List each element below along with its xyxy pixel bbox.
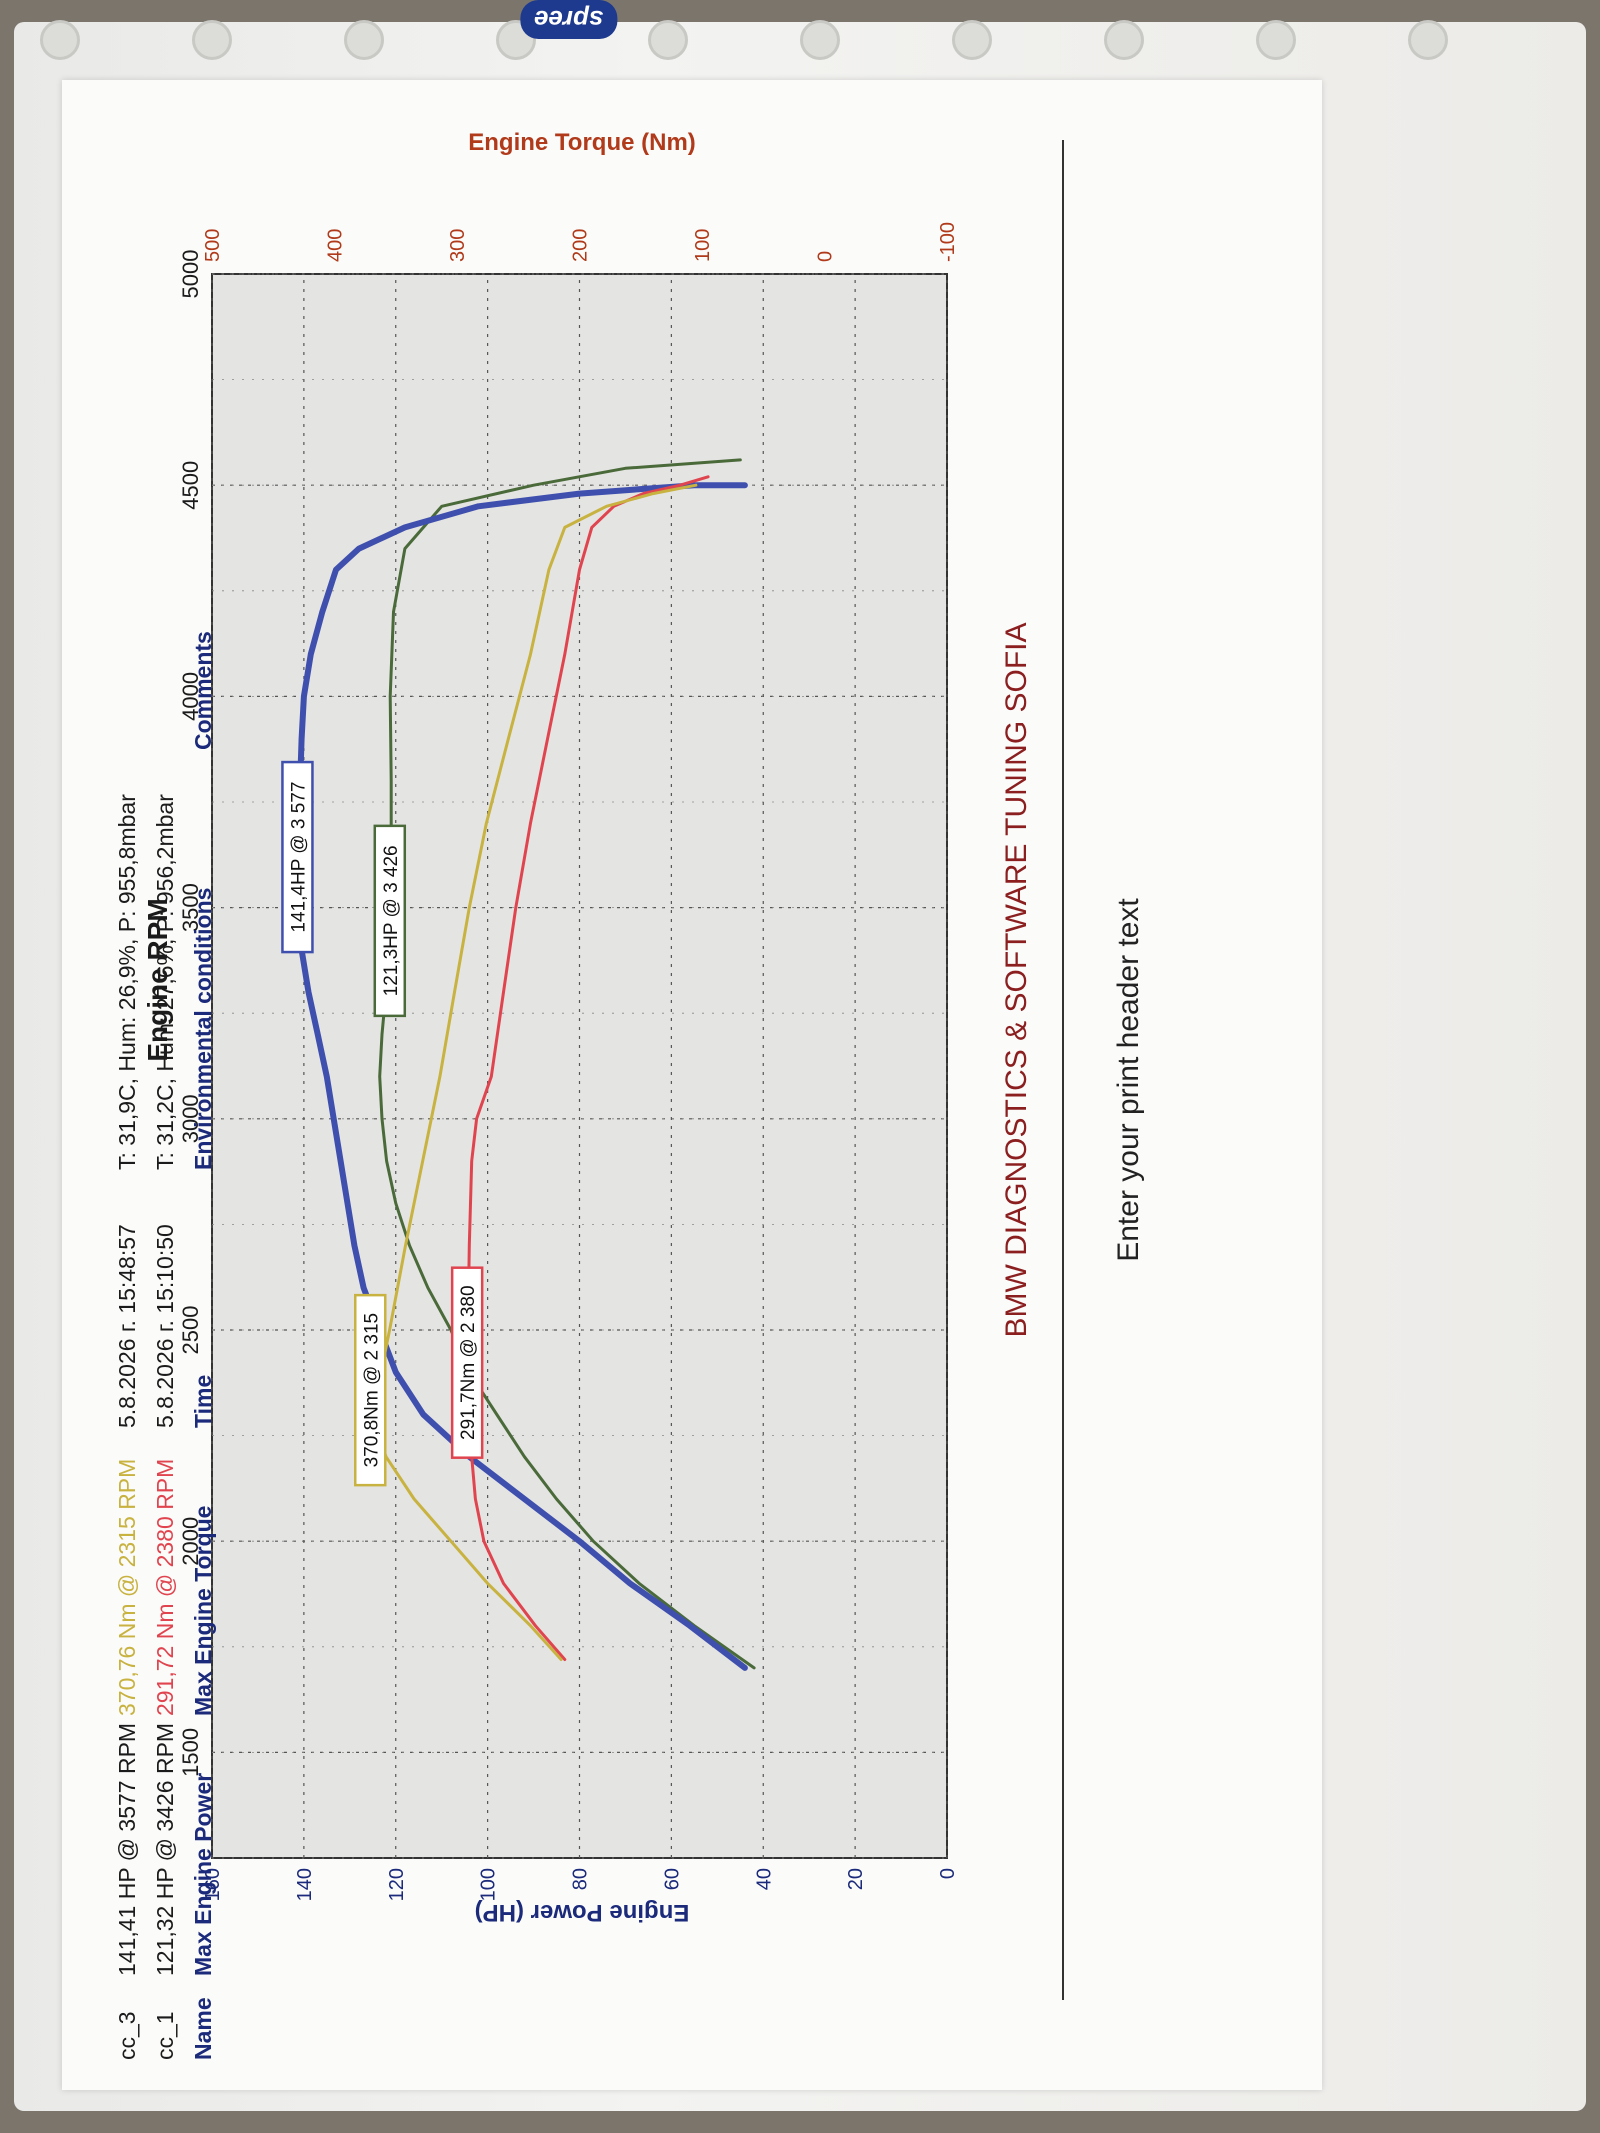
binder-hole (192, 20, 232, 60)
annotation-text: 121,3HP @ 3 426 (381, 845, 402, 996)
annotation-label: 370,8Nm @ 2 315 (354, 1293, 387, 1487)
col-torque-header: Max Engine Torque (190, 1505, 216, 1716)
right-tick-label: -100 (937, 222, 959, 262)
annotation-box (450, 1266, 484, 1459)
row-env: T: 31,2C, Hum: 27,6%, P: 956,2mbar (152, 794, 178, 1170)
annotations: 141,4HP @ 3 577 121,3HP @ 3 426 370,8Nm @ … (281, 760, 484, 1487)
x-tick-label: 4000 (178, 672, 203, 721)
col-env-header: Environmental conditions (190, 887, 216, 1170)
x-tick-label: 4500 (178, 461, 203, 510)
row-time: 5.8.2026 г. 15:48:57 (114, 1224, 140, 1428)
left-tick-label: 80 (570, 1868, 592, 1890)
left-tick-label: 160 (202, 1868, 224, 1901)
row-power: 121,32 HP @ 3426 RPM (152, 1722, 178, 1976)
left-tick-label: 40 (753, 1868, 775, 1890)
annotation-box (373, 824, 407, 1018)
row-name: cc_1 (152, 2011, 178, 2060)
right-tick-label: 500 (202, 229, 224, 262)
left-tick-label: 100 (478, 1868, 500, 1901)
annotation-text: 370,8Nm @ 2 315 (361, 1313, 382, 1468)
row-env: T: 31,9C, Hum: 26,9%, P: 955,8mbar (114, 794, 140, 1170)
binder-hole (1408, 20, 1448, 60)
annotation-text: 291,7Nm @ 2 380 (458, 1285, 479, 1440)
rotated-page-content: Enter your print header text 1500 2000 250… (62, 80, 1322, 2080)
col-time-header: Time (190, 1374, 216, 1428)
row-torque: 370,76 Nm @ 2315 RPM (114, 1458, 140, 1716)
binder-hole (800, 20, 840, 60)
row-time: 5.8.2026 г. 15:10:50 (152, 1224, 178, 1428)
right-tick-label: 100 (692, 229, 714, 262)
series-line-cc_3-torque (368, 483, 698, 1661)
x-tick-label: 2000 (178, 1517, 203, 1566)
left-tick-label: 60 (661, 1868, 683, 1890)
row-torque: 291,72 Nm @ 2380 RPM (152, 1458, 178, 1716)
left-tick-label: 20 (845, 1868, 867, 1890)
left-tick-label: 140 (294, 1868, 316, 1901)
results-table: Name Max Engine Power Max Engine Torque … (62, 100, 232, 2060)
annotation-text: 141,4HP @ 3 577 (288, 782, 309, 933)
binder-hole (648, 20, 688, 60)
x-tick-label: 3000 (178, 1094, 203, 1143)
x-axis-label: Engine RPM (142, 898, 173, 1061)
col-comments-header: Comments (190, 631, 216, 750)
annotation-label: 141,4HP @ 3 577 (281, 760, 314, 954)
left-axis-label: Engine Power (HP) (475, 1899, 690, 1926)
grid-lines (211, 273, 948, 1859)
left-tick-label: 120 (386, 1868, 408, 1901)
dyno-printout-sheet: Enter your print header text 1500 2000 250… (62, 80, 1322, 2090)
binder-hole (1104, 20, 1144, 60)
x-tick-labels: 1500 2000 2500 3000 3500 4000 4500 5000 (178, 250, 203, 1777)
chart-title: BMW DIAGNOSTICS & SOFTWARE TUNING SOFIA (1000, 622, 1033, 1337)
right-tick-label: 300 (447, 229, 469, 262)
binder-holes (0, 0, 1600, 80)
annotation-label: 121,3HP @ 3 426 (373, 824, 407, 1018)
x-tick-label: 5000 (178, 250, 203, 299)
x-tick-label: 1500 (178, 1728, 203, 1777)
annotation-box (281, 760, 314, 954)
x-tick-label: 3500 (178, 883, 203, 932)
binder-hole (952, 20, 992, 60)
right-tick-labels: -100 0 100 200 300 400 500 (202, 222, 959, 262)
binder-hole (344, 20, 384, 60)
row-power: 141,41 HP @ 3577 RPM (114, 1722, 140, 1976)
row-name: cc_3 (114, 2011, 140, 2060)
sleeve-brand-logo: spree (520, 0, 618, 39)
x-tick-label: 2500 (178, 1306, 203, 1355)
right-tick-label: 200 (570, 229, 592, 262)
left-tick-label: 0 (937, 1868, 959, 1879)
col-name-header: Name (190, 1997, 216, 2060)
binder-hole (1256, 20, 1296, 60)
left-tick-labels: 0 20 40 60 80 100 120 140 160 (202, 1868, 959, 1901)
col-power-header: Max Engine Power (190, 1772, 216, 1976)
right-tick-label: 400 (325, 229, 347, 262)
annotation-box (354, 1293, 387, 1487)
series-line-cc_1-power (378, 458, 756, 1670)
annotation-label: 291,7Nm @ 2 380 (450, 1266, 484, 1459)
right-tick-label: 0 (815, 251, 837, 262)
binder-hole (40, 20, 80, 60)
right-axis-label: Engine Torque (Nm) (468, 129, 696, 156)
series-line-cc_1-torque (465, 475, 710, 1661)
